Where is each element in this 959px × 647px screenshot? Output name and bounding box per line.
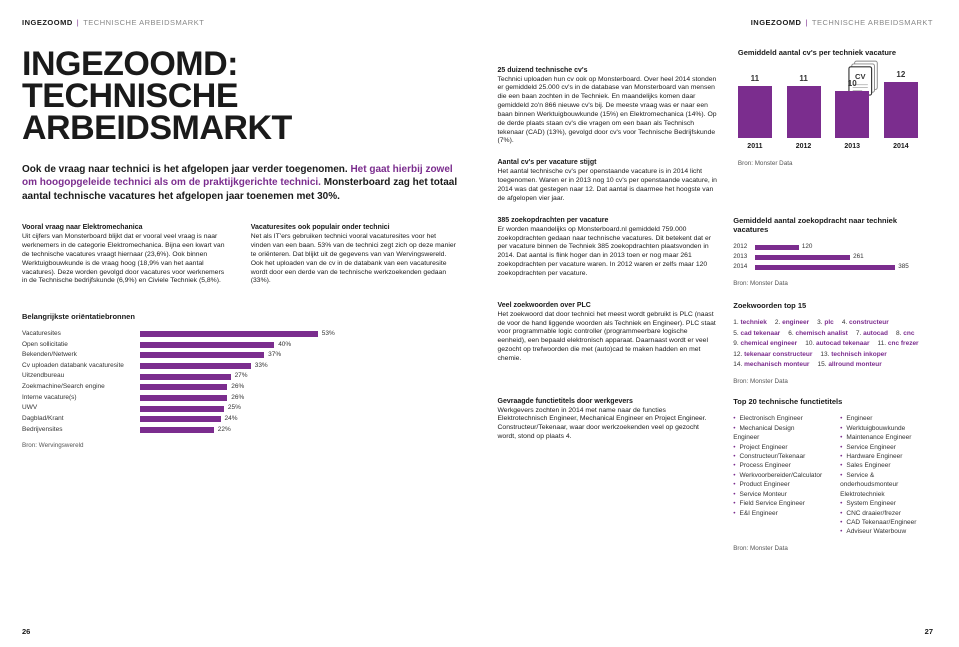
orient-bar-row: Zoekmachine/Search engine26% xyxy=(22,383,458,391)
cv2-title: Aantal cv's per vacature stijgt xyxy=(498,158,722,167)
func-source: Bron: Monster Data xyxy=(733,545,933,553)
plc-title: Veel zoekwoorden over PLC xyxy=(498,301,718,310)
orient-bar-row: Vacaturesites53% xyxy=(22,330,458,338)
lead-text: Ook de vraag naar technici is het afgelo… xyxy=(22,163,458,204)
page-number-right: 27 xyxy=(925,627,933,637)
search-chart-source: Bron: Monster Data xyxy=(733,280,933,288)
cv2-body: Het aantal technische cv's per openstaan… xyxy=(498,168,722,203)
orient-bar-row: Cv uploaden databank vacaturesite33% xyxy=(22,362,458,370)
cv-chart-label: Gemiddeld aantal cv's per techniek vacat… xyxy=(738,48,933,58)
search-bar-row: 2013261 xyxy=(733,253,933,261)
orient-bar-row: Interne vacature(s)26% xyxy=(22,394,458,402)
cv1-body: Technici uploaden hun cv ook op Monsterb… xyxy=(498,76,722,147)
func-list-label: Top 20 technische functietitels xyxy=(733,397,933,407)
p2-title: Vacaturesites ook populair onder technic… xyxy=(251,223,458,232)
p2-body: Net als IT'ers gebruiken technici vooral… xyxy=(251,233,458,286)
search-bar-row: 2012120 xyxy=(733,243,933,251)
cv-chart-source: Bron: Monster Data xyxy=(738,160,933,168)
p385-body: Er worden maandelijks op Monsterboard.nl… xyxy=(498,226,718,279)
orient-bar-row: Bedrijvensites22% xyxy=(22,426,458,434)
p1-body: Uit cijfers van Monsterboard blijkt dat … xyxy=(22,233,229,286)
keywords-label: Zoekwoorden top 15 xyxy=(733,301,933,311)
plc-body: Het zoekwoord dat door technici het mees… xyxy=(498,311,718,364)
page-header-right: INGEZOOMD|TECHNISCHE ARBEIDSMARKT xyxy=(498,18,934,28)
func-body: Werkgevers zochten in 2014 met name naar… xyxy=(498,407,718,442)
search-bar-row: 2014385 xyxy=(733,263,933,271)
orient-section-label: Belangrijkste oriëntatiebronnen xyxy=(22,312,458,322)
orient-bar-row: UWV25% xyxy=(22,404,458,412)
cv1-title: 25 duizend technische cv's xyxy=(498,66,722,75)
p1-title: Vooral vraag naar Elektromechanica xyxy=(22,223,229,232)
orient-bar-row: Uitzendbureau27% xyxy=(22,372,458,380)
orient-bar-row: Bekenden/Netwerk37% xyxy=(22,351,458,359)
orient-source: Bron: Wervingswereld xyxy=(22,442,458,450)
search-chart-label: Gemiddeld aantal zoekopdracht naar techn… xyxy=(733,216,933,236)
cv-bar-chart: CV 11111012 2011201220132014 xyxy=(738,66,918,152)
main-title: INGEZOOMD:TECHNISCHEARBEIDSMARKT xyxy=(22,48,458,145)
page-header-left: INGEZOOMD|TECHNISCHE ARBEIDSMARKT xyxy=(22,18,458,28)
page-number-left: 26 xyxy=(22,627,30,637)
search-bar-chart: 2012120 2013261 2014385 xyxy=(733,243,933,272)
func-title: Gevraagde functietitels door werkgevers xyxy=(498,397,718,406)
orient-bar-chart: Vacaturesites53% Open sollicitatie40% Beke… xyxy=(22,330,458,434)
orient-bar-row: Open sollicitatie40% xyxy=(22,341,458,349)
keywords-source: Bron: Monster Data xyxy=(733,378,933,386)
p385-title: 385 zoekopdrachten per vacature xyxy=(498,216,718,225)
func-list: Electronisch EngineerMechanical Design E… xyxy=(733,414,933,536)
keywords-list: 1. techniek2. engineer3. plc4. construct… xyxy=(733,318,933,370)
orient-bar-row: Dagblad/Krant24% xyxy=(22,415,458,423)
